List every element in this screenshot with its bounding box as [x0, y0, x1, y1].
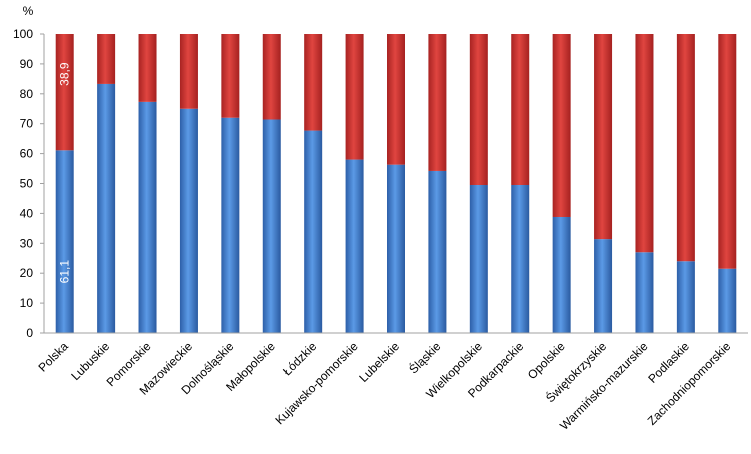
data-labels-group: 61,1 38,9 — [58, 62, 72, 283]
bar-segment-kujawsko-pomorskie-s0 — [345, 159, 364, 333]
x-tick-label-lodzkie: Łódzkie — [280, 339, 319, 378]
bar-segment-swietokrzyskie-s1 — [594, 34, 613, 240]
bar-segment-kujawsko-pomorskie-s1 — [345, 34, 364, 160]
x-tick-label-polska: Polska — [35, 339, 71, 375]
bar-segment-malopolskie-s1 — [262, 34, 281, 120]
y-tick-label: 80 — [20, 87, 34, 101]
y-axis: 0 10 20 30 40 50 60 70 80 90 100 — [13, 27, 45, 340]
bar-segment-warminsko-mazurskie-s1 — [635, 34, 654, 253]
bar-segment-slaskie-s1 — [428, 34, 447, 171]
bar-segment-opolskie-s0 — [552, 216, 571, 333]
y-tick-label: 100 — [13, 27, 33, 41]
x-tick-label-zachodniopomorskie: Zachodniopomorskie — [645, 339, 734, 428]
bar-segment-lubelskie-s1 — [387, 34, 405, 165]
y-tick-label: 70 — [20, 117, 34, 131]
y-tick-label: 0 — [26, 326, 33, 340]
bar-segment-zachodniopomorskie-s1 — [718, 34, 737, 269]
x-tick-label-slaskie: Śląskie — [406, 338, 444, 376]
bar-segment-dolnoslaskie-s1 — [221, 34, 240, 118]
bar-segment-lodzkie-s0 — [304, 130, 323, 333]
bar-segment-slaskie-s0 — [428, 170, 447, 333]
bar-segment-podkarpackie-s1 — [511, 34, 530, 185]
bar-segment-opolskie-s1 — [552, 34, 571, 217]
y-tick-label: 40 — [20, 206, 34, 220]
y-tick-label: 50 — [20, 177, 34, 191]
bar-segment-podlaskie-s0 — [676, 261, 695, 333]
bar-segment-pomorskie-s0 — [138, 101, 157, 333]
bar-segment-swietokrzyskie-s0 — [594, 239, 613, 333]
bar-segment-wielkopolskie-s0 — [469, 184, 488, 333]
bar-segment-polska-s0 — [55, 150, 74, 333]
bar-segment-polska-s1 — [55, 34, 74, 151]
y-tick-label: 60 — [20, 147, 34, 161]
bar-segment-lodzkie-s1 — [304, 34, 323, 131]
data-label-polska-s0: 61,1 — [58, 260, 72, 284]
bar-segment-warminsko-mazurskie-s0 — [635, 252, 654, 333]
bar-segment-mazowieckie-s0 — [179, 108, 198, 333]
y-tick-label: 20 — [20, 266, 34, 280]
bar-segment-zachodniopomorskie-s0 — [718, 268, 737, 333]
bar-segment-podlaskie-s1 — [676, 34, 695, 262]
bar-segment-lubuskie-s1 — [97, 34, 116, 84]
x-tick-label-kujawsko-pomorskie: Kujawsko-pomorskie — [273, 339, 361, 427]
y-tick-label: 10 — [20, 296, 34, 310]
data-label-polska-s1: 38,9 — [58, 62, 72, 86]
x-axis: PolskaLubuskiePomorskieMazowieckieDolnoś… — [35, 332, 748, 433]
bar-segment-lubuskie-s0 — [97, 83, 116, 333]
bar-segment-malopolskie-s0 — [262, 119, 281, 333]
y-tick-label: 30 — [20, 236, 34, 250]
y-axis-unit: % — [23, 4, 34, 18]
x-tick-label-lubelskie: Lubelskie — [356, 339, 402, 385]
y-tick-label: 90 — [20, 57, 34, 71]
bar-segment-mazowieckie-s1 — [179, 34, 198, 109]
bar-segment-podkarpackie-s0 — [511, 184, 530, 333]
bar-segment-pomorskie-s1 — [138, 34, 157, 102]
bar-segment-wielkopolskie-s1 — [469, 34, 488, 185]
bar-segment-dolnoslaskie-s0 — [221, 117, 240, 333]
bars-group — [55, 34, 737, 333]
bar-segment-lubelskie-s0 — [387, 164, 405, 333]
